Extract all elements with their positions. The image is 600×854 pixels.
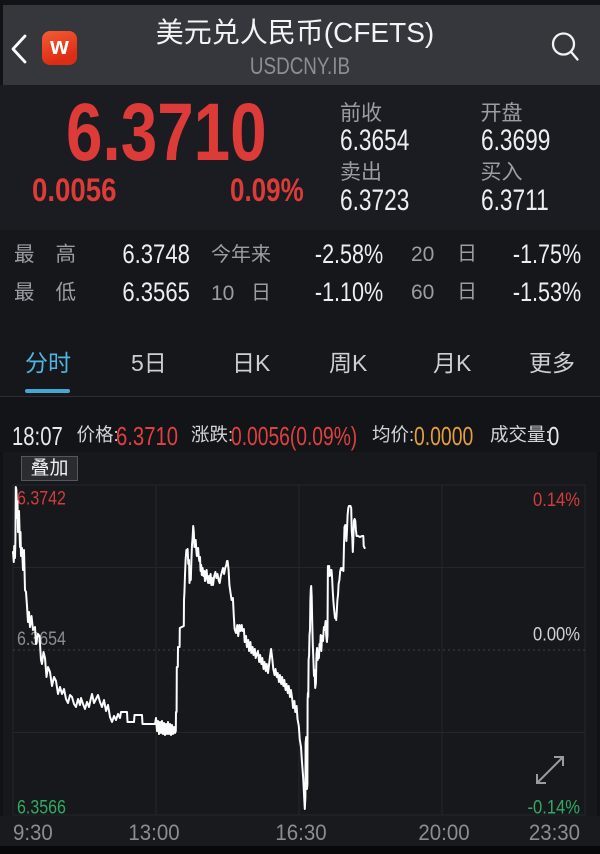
svg-text:23:30: 23:30 (529, 820, 580, 845)
svg-text:9:30: 9:30 (13, 820, 53, 845)
svg-text:0.00%: 0.00% (533, 623, 580, 645)
svg-text:16:30: 16:30 (275, 820, 326, 845)
svg-text:6.3742: 6.3742 (17, 487, 66, 509)
svg-text:13:00: 13:00 (128, 820, 179, 845)
svg-text:0.14%: 0.14% (533, 489, 580, 511)
svg-text:6.3566: 6.3566 (17, 796, 66, 818)
svg-text:-0.14%: -0.14% (528, 796, 580, 818)
svg-text:20:00: 20:00 (418, 820, 469, 845)
svg-text:6.3654: 6.3654 (17, 628, 66, 650)
